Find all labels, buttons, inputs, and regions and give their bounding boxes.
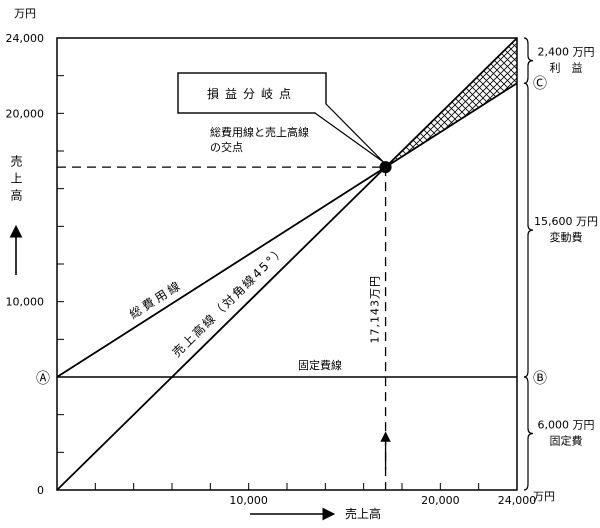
y-unit-label: 万円 (14, 7, 36, 20)
brace-1 (523, 82, 534, 378)
callout-title: 損益分岐点 (207, 86, 297, 101)
y-tick-label: 0 (37, 484, 44, 497)
point-a-label: Ⓐ (36, 371, 50, 387)
break-even-value-label: 17,143万円 (369, 275, 382, 344)
right-annotation-1-line-0: 15,600 万円 (534, 215, 598, 228)
total-cost-line (56, 82, 518, 378)
x-tick-label: 20,000 (421, 494, 460, 507)
brace-0 (523, 37, 534, 84)
y-axis-title: 売上高 (9, 154, 23, 203)
point-c-label: Ⓒ (533, 76, 547, 92)
x-axis-title: 売上高 (345, 506, 381, 521)
x-tick-label: 10,000 (229, 494, 268, 507)
y-tick-label: 20,000 (6, 107, 45, 120)
x-unit-label: 万円 (533, 490, 555, 503)
sales-line-label: 売上高線（対角線45°） (169, 242, 289, 360)
y-tick-label: 10,000 (6, 296, 45, 309)
x-tick-label: 24,000 (498, 494, 537, 507)
brace-2 (523, 376, 534, 491)
right-annotation-0-line-1: 利 益 (550, 61, 583, 75)
callout-leader (314, 103, 385, 163)
right-annotation-2-line-1: 固定費 (550, 434, 583, 448)
fixed-cost-line-label: 固定費線 (298, 358, 342, 372)
right-annotation-2-line-0: 6,000 万円 (538, 419, 595, 432)
y-tick-label: 24,000 (6, 32, 45, 45)
right-annotation-0-line-0: 2,400 万円 (538, 46, 595, 59)
callout-note-line-2: の交点 (210, 140, 243, 154)
callout-note-line-1: 総費用線と売上高線 (210, 125, 309, 139)
right-annotation-1-line-1: 変動費 (550, 230, 583, 244)
callout-box (177, 72, 327, 114)
break-even-point (379, 161, 392, 174)
point-b-label: Ⓑ (533, 371, 547, 387)
axis-ticks: 0 10,000 20,000 24,000 10,000 20,000 24,000 (6, 32, 537, 507)
sales-line (56, 37, 518, 491)
